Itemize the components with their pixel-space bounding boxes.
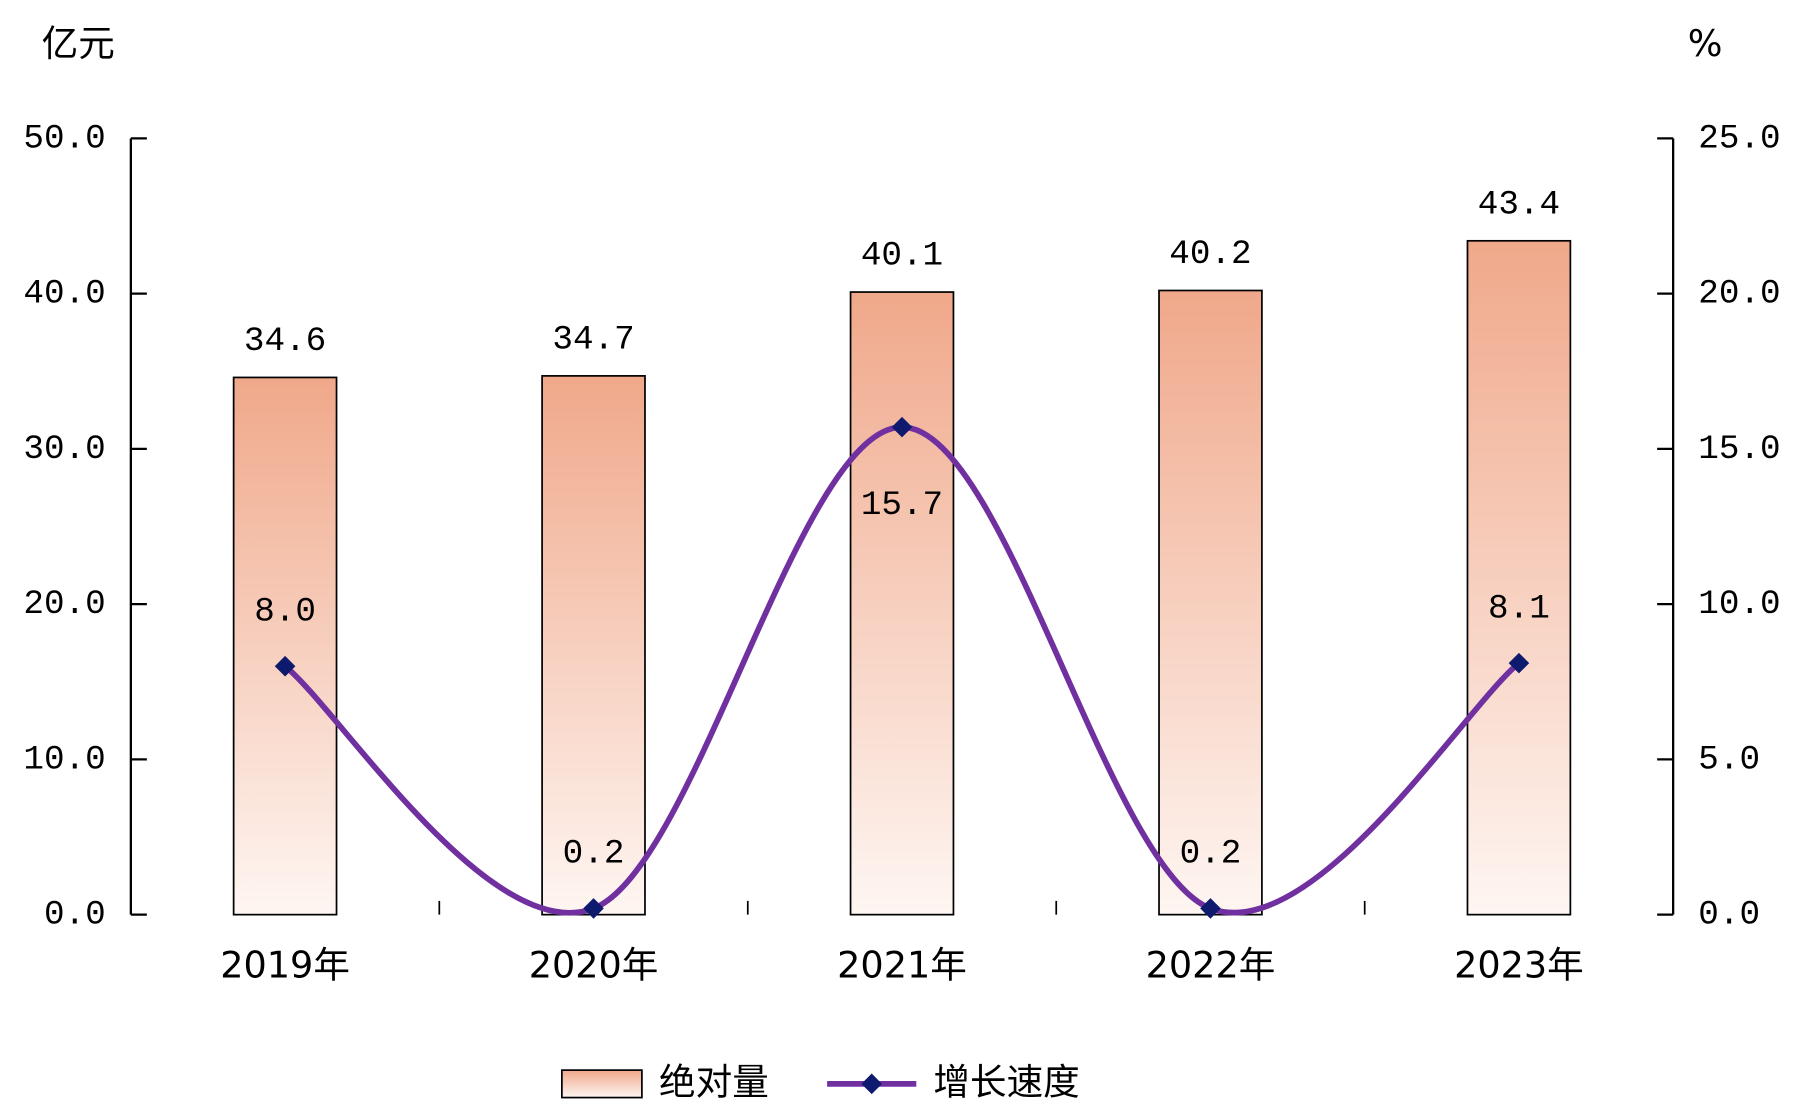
x-tick-label: 2021年: [837, 944, 967, 987]
line-value-label: 0.2: [1180, 835, 1242, 874]
bar: [849, 291, 955, 916]
y2-tick-label: 0.0: [1698, 896, 1760, 935]
line-marker: [891, 416, 913, 438]
line-value-label: 8.0: [254, 592, 316, 631]
y-axis-unit: 亿元: [42, 22, 115, 65]
y2-tick-label: 20.0: [1698, 275, 1780, 314]
bar: [1466, 239, 1572, 916]
legend-label: 增长速度: [933, 1060, 1079, 1103]
legend-label: 绝对量: [659, 1060, 769, 1103]
bar: [541, 375, 646, 916]
line-value-label: 15.7: [861, 486, 943, 525]
y-tick-label: 40.0: [23, 275, 105, 314]
line-value-label: 0.2: [563, 835, 625, 874]
bar-value-label: 34.6: [244, 322, 326, 361]
x-tick-label: 2020年: [529, 944, 659, 987]
bar: [232, 376, 338, 916]
y2-tick-label: 25.0: [1698, 119, 1780, 158]
x-tick-label: 2019年: [220, 944, 350, 987]
x-tick-label: 2023年: [1454, 944, 1584, 987]
y-tick-label: 50.0: [23, 119, 105, 158]
bar-value-label: 34.7: [552, 320, 634, 359]
bar-value-label: 40.1: [861, 237, 943, 276]
bar-value-label: 43.4: [1478, 185, 1560, 224]
y-tick-label: 0.0: [44, 896, 106, 935]
line-value-label: 8.1: [1488, 589, 1550, 628]
y-tick-label: 10.0: [23, 740, 105, 779]
bar-value-label: 40.2: [1169, 235, 1251, 274]
y2-tick-label: 15.0: [1698, 430, 1780, 469]
y2-axis-unit: %: [1688, 22, 1723, 65]
y-tick-label: 30.0: [23, 430, 105, 469]
y-tick-label: 20.0: [23, 585, 105, 624]
x-tick-label: 2022年: [1146, 944, 1276, 987]
line-marker: [274, 655, 296, 677]
y2-tick-label: 5.0: [1698, 740, 1760, 779]
y2-tick-label: 10.0: [1698, 585, 1780, 624]
bar: [1158, 289, 1263, 916]
legend-marker: [861, 1073, 882, 1095]
legend-swatch: [561, 1069, 643, 1099]
line-marker: [583, 898, 604, 919]
